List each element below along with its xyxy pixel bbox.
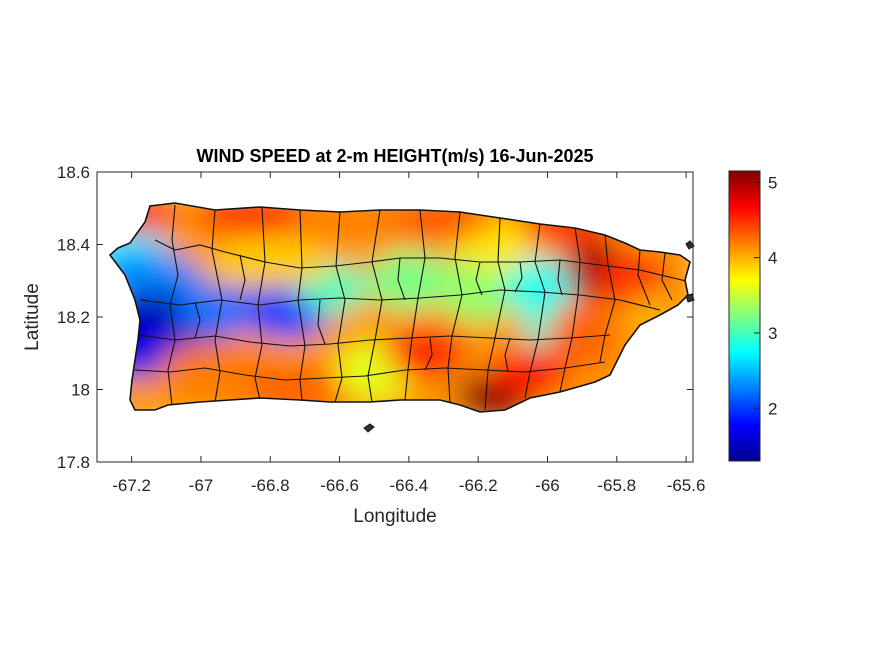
- colorbar-tick-label: 4: [768, 249, 777, 268]
- x-tick-label: -66.4: [389, 476, 428, 495]
- islet: [363, 423, 375, 433]
- municipality-borders: [134, 204, 690, 411]
- x-tick-label: -66.6: [320, 476, 359, 495]
- y-axis-label: Latitude: [22, 283, 43, 351]
- field-blob: [386, 328, 467, 379]
- x-axis-label: Longitude: [353, 506, 436, 527]
- colorbar-tick-label: 3: [768, 324, 777, 343]
- island-coastline: [108, 202, 691, 413]
- field-blob: [368, 250, 449, 311]
- x-tick-label: -66: [535, 476, 560, 495]
- colorbar-tick-label: 2: [768, 399, 777, 418]
- x-tick-label: -66.2: [459, 476, 498, 495]
- y-axis: 18.6 18.4 18.2 18 17.8: [57, 163, 693, 472]
- x-tick-label: -65.8: [597, 476, 636, 495]
- x-tick-label: -67: [189, 476, 214, 495]
- field-blob: [438, 253, 519, 323]
- colorbar-ticks: 5 4 3 2: [754, 173, 777, 418]
- field-blob: [547, 300, 618, 371]
- y-tick-label: 17.8: [57, 453, 90, 472]
- y-tick-label: 18.2: [57, 308, 90, 327]
- y-tick-label: 18.4: [57, 236, 90, 255]
- x-tick-label: -67.2: [112, 476, 151, 495]
- field-blob: [505, 258, 576, 318]
- y-tick-label: 18: [71, 381, 90, 400]
- y-tick-label: 18.6: [57, 163, 90, 182]
- x-tick-label: -66.8: [251, 476, 290, 495]
- x-tick-label: -65.6: [667, 476, 706, 495]
- chart-title: WIND SPEED at 2-m HEIGHT(m/s) 16-Jun-202…: [196, 146, 593, 166]
- colorbar: [728, 170, 761, 462]
- x-axis: -67.2 -67 -66.8 -66.6 -66.4 -66.2 -66 -65.8 -65.…: [112, 172, 705, 495]
- colorbar-tick-label: 5: [768, 173, 777, 192]
- islet: [685, 293, 695, 303]
